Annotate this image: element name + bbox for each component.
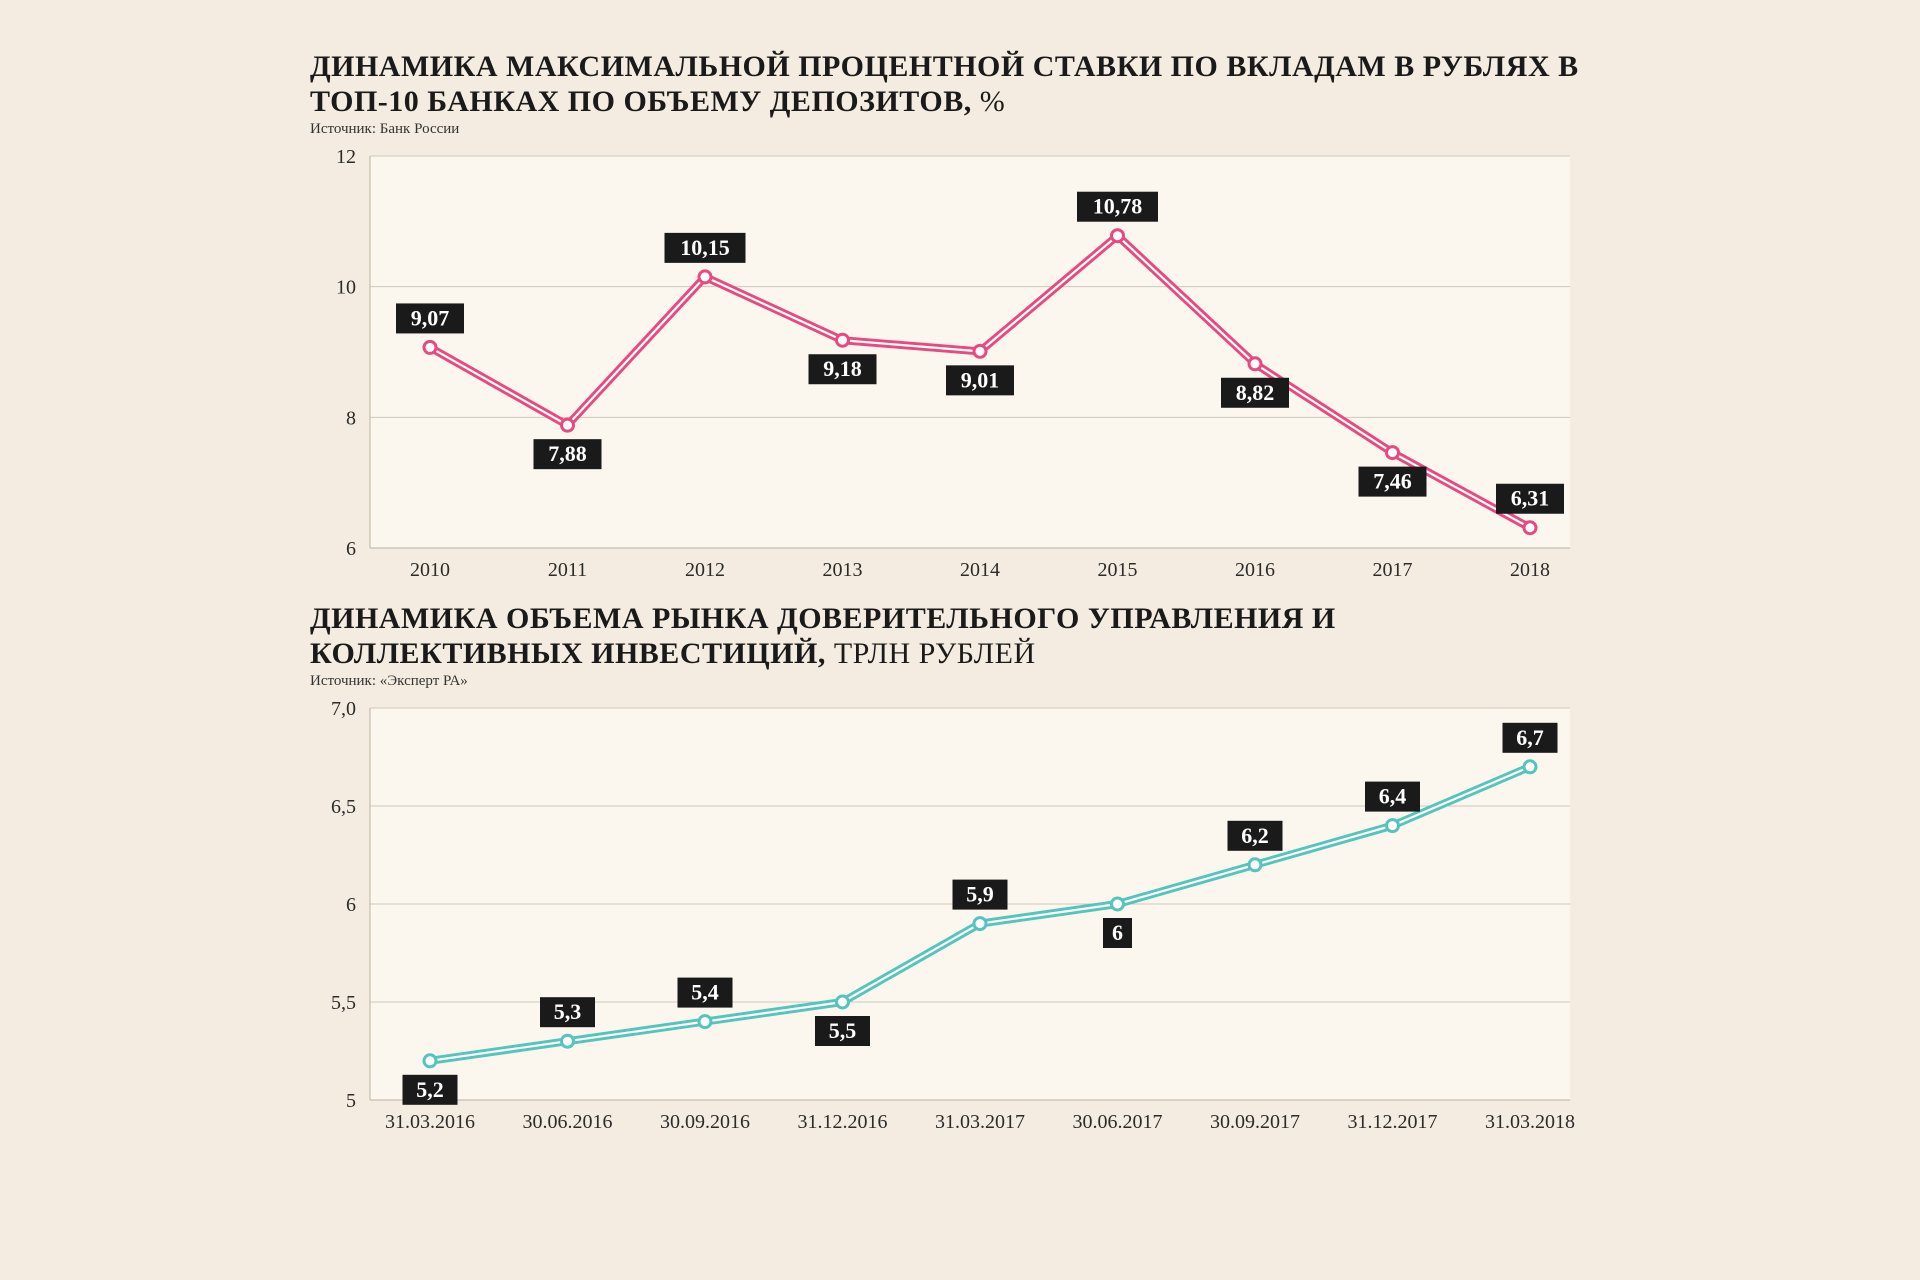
data-point [699, 271, 711, 283]
data-label: 5,2 [416, 1077, 444, 1102]
data-point [424, 341, 436, 353]
chart-2-title-text: Динамика объема рынка доверительного упр… [310, 602, 1336, 670]
data-label: 9,18 [823, 356, 862, 381]
data-label: 9,07 [411, 305, 450, 330]
y-tick-label: 8 [346, 407, 356, 429]
data-point [699, 1016, 711, 1028]
y-tick-label: 6 [346, 538, 356, 560]
data-point [974, 918, 986, 930]
x-tick-label: 2012 [685, 559, 725, 581]
data-point [837, 334, 849, 346]
chart-2-svg: 5 5,5 6 6,5 7,0 31.03.2016 30.06.2016 30.09.201… [310, 696, 1610, 1136]
data-label: 6 [1112, 920, 1123, 945]
x-tick-label: 31.03.2017 [935, 1111, 1025, 1133]
y-tick-label: 6 [346, 894, 356, 916]
y-tick-label: 10 [336, 277, 356, 299]
x-tick-label: 2010 [410, 559, 450, 581]
chart-2-title: Динамика объема рынка доверительного упр… [310, 602, 1610, 671]
x-tick-label: 30.09.2016 [660, 1111, 750, 1133]
data-point [1524, 761, 1536, 773]
data-point [424, 1055, 436, 1067]
data-label: 6,31 [1511, 486, 1550, 511]
data-label: 9,01 [961, 367, 1000, 392]
data-label: 5,5 [829, 1018, 857, 1043]
x-tick-label: 2011 [548, 559, 587, 581]
data-label: 7,46 [1373, 469, 1412, 494]
y-tick-label: 7,0 [331, 698, 356, 720]
chart-2: Динамика объема рынка доверительного упр… [310, 602, 1610, 1136]
chart-1-title-text: Динамика максимальной процентной ставки … [310, 50, 1579, 118]
data-point [1387, 447, 1399, 459]
x-tick-label: 2013 [823, 559, 863, 581]
chart-2-source: Источник: «Эксперт РА» [310, 673, 1610, 690]
data-point [1112, 230, 1124, 242]
x-tick-label: 31.12.2016 [798, 1111, 888, 1133]
data-point [1387, 820, 1399, 832]
data-label: 5,4 [691, 980, 719, 1005]
y-tick-label: 12 [336, 146, 356, 168]
data-label: 6,2 [1241, 823, 1269, 848]
data-label: 6,7 [1516, 725, 1544, 750]
x-tick-label: 31.03.2018 [1485, 1111, 1575, 1133]
data-point [1249, 859, 1261, 871]
x-tick-label: 2018 [1510, 559, 1550, 581]
x-tick-label: 30.06.2017 [1073, 1111, 1163, 1133]
data-label: 10,15 [680, 235, 730, 260]
data-label: 7,88 [548, 441, 587, 466]
chart-1-title-unit: % [980, 85, 1006, 118]
page: Динамика максимальной процентной ставки … [0, 0, 1920, 1194]
data-label: 8,82 [1236, 380, 1275, 405]
data-point [1524, 522, 1536, 534]
chart-2-title-unit: ТРЛН РУБЛЕЙ [834, 637, 1036, 670]
x-tick-label: 30.09.2017 [1210, 1111, 1300, 1133]
chart-1-title: Динамика максимальной процентной ставки … [310, 50, 1610, 119]
data-label: 5,9 [966, 882, 994, 907]
data-point [974, 345, 986, 357]
chart-1-source: Источник: Банк России [310, 121, 1610, 138]
x-tick-label: 2017 [1373, 559, 1413, 581]
data-label: 6,4 [1379, 784, 1407, 809]
data-label: 5,3 [554, 999, 582, 1024]
y-tick-label: 5,5 [331, 992, 356, 1014]
x-tick-label: 2014 [960, 559, 1000, 581]
data-point [1112, 898, 1124, 910]
data-point [837, 996, 849, 1008]
x-tick-label: 30.06.2016 [523, 1111, 613, 1133]
x-tick-label: 2016 [1235, 559, 1275, 581]
x-tick-label: 31.03.2016 [385, 1111, 475, 1133]
data-point [1249, 358, 1261, 370]
x-tick-label: 2015 [1098, 559, 1138, 581]
y-tick-label: 6,5 [331, 796, 356, 818]
x-tick-label: 31.12.2017 [1348, 1111, 1438, 1133]
data-point [562, 419, 574, 431]
y-tick-label: 5 [346, 1090, 356, 1112]
data-label: 10,78 [1093, 194, 1143, 219]
chart-1: Динамика максимальной процентной ставки … [310, 50, 1610, 584]
data-point [562, 1035, 574, 1047]
chart-1-svg: 6 8 10 12 2010 2011 2012 2013 2014 2015 2016 2017 20… [310, 144, 1610, 584]
